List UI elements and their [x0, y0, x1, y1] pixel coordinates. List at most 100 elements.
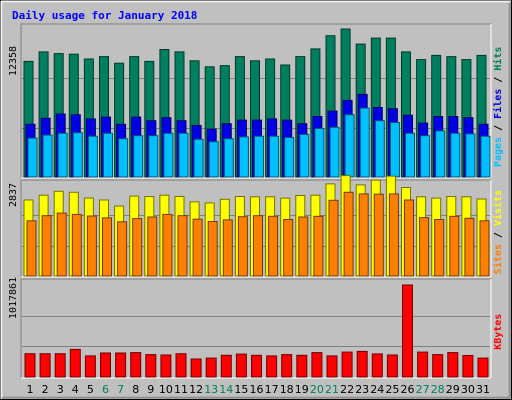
bar-kbytes-day-6: [100, 352, 111, 378]
bar-kbytes-day-31: [477, 357, 489, 378]
bar-sites-day-31: [479, 220, 490, 277]
bar-sites-day-5: [86, 215, 97, 277]
bar-sites-day-18: [283, 219, 294, 277]
bar-kbytes-day-30: [462, 355, 474, 378]
bar-sites-day-14: [222, 219, 233, 277]
legend-item-hits: Hits: [492, 47, 504, 77]
bar-kbytes-day-12: [190, 358, 202, 378]
bar-pages-day-31: [480, 135, 491, 178]
bar-sites-day-23: [358, 193, 369, 277]
bar-kbytes-day-13: [205, 357, 217, 378]
bar-kbytes-day-25: [386, 354, 398, 378]
legend-top: Pages / Files / Hits: [492, 47, 504, 167]
bar-sites-day-11: [177, 215, 188, 277]
bar-kbytes-day-8: [130, 352, 142, 378]
legend-separator: /: [493, 232, 504, 244]
bar-sites-day-8: [132, 218, 143, 277]
bar-kbytes-day-24: [371, 353, 383, 378]
bar-pages-day-27: [420, 135, 431, 178]
bar-pages-day-7: [118, 138, 129, 178]
bar-pages-day-24: [374, 120, 385, 178]
x-label-day-21: 21: [325, 383, 339, 396]
legend-item-files: Files: [492, 89, 504, 125]
bar-kbytes-day-10: [160, 354, 172, 378]
bar-sites-day-2: [41, 215, 52, 277]
bar-pages-day-6: [103, 132, 113, 178]
bar-kbytes-day-28: [432, 354, 444, 378]
legend-item-pages: Pages: [493, 137, 504, 167]
bar-pages-day-9: [148, 135, 159, 178]
bar-kbytes-day-14: [220, 354, 232, 378]
bar-pages-day-30: [465, 133, 476, 178]
bar-pages-day-21: [329, 126, 340, 178]
bar-sites-day-28: [434, 219, 445, 277]
x-label-day-5: 5: [87, 383, 94, 396]
chart-title: Daily usage for January 2018: [12, 9, 197, 22]
x-label-day-16: 16: [250, 383, 264, 396]
legend-item-kbytes: KBytes: [493, 314, 504, 350]
y-max-label-top: 12358: [8, 46, 19, 76]
bar-kbytes-day-18: [281, 354, 293, 378]
bar-pages-day-2: [42, 134, 53, 178]
x-label-day-30: 30: [461, 383, 475, 396]
bar-sites-day-20: [313, 215, 324, 277]
bar-sites-day-4: [71, 213, 82, 277]
x-label-day-9: 9: [147, 383, 154, 396]
x-label-day-25: 25: [385, 383, 399, 396]
x-label-day-13: 13: [204, 383, 218, 396]
legend-middle: Sites / Visits: [492, 190, 504, 274]
bar-sites-day-16: [253, 215, 263, 277]
bar-sites-day-19: [298, 216, 309, 277]
bar-sites-day-17: [268, 215, 279, 277]
bar-pages-day-18: [284, 137, 295, 178]
bar-pages-day-8: [133, 135, 144, 178]
x-label-day-2: 2: [42, 383, 49, 396]
x-label-day-28: 28: [431, 383, 445, 396]
y-max-label-middle: 2837: [8, 183, 19, 207]
bar-kbytes-day-29: [447, 352, 459, 378]
x-axis-labels: 1 2 3 4 5 6 7 8 9 10 11 12 13 14 15 16 17 18 19 20 21 22 23 24 2…: [27, 383, 491, 396]
bar-sites-day-25: [388, 193, 399, 277]
y-max-label-bottom: 1017861: [8, 277, 19, 319]
bar-kbytes-day-19: [296, 354, 308, 378]
bar-kbytes-day-23: [356, 350, 368, 378]
x-label-day-8: 8: [132, 383, 139, 396]
x-label-day-24: 24: [370, 383, 384, 396]
x-label-day-12: 12: [189, 383, 203, 396]
bar-kbytes-day-21: [326, 355, 338, 378]
bar-pages-day-20: [314, 128, 325, 178]
legend-item-visits: Visits: [492, 190, 504, 232]
bar-sites-day-21: [328, 199, 339, 277]
bar-pages-day-26: [405, 132, 415, 178]
legends: Pages / Files / Hits Sites / Visits KBytes: [492, 47, 504, 350]
bar-kbytes-day-26: [402, 284, 413, 378]
x-label-day-11: 11: [174, 383, 188, 396]
bar-sites-day-27: [419, 217, 430, 277]
bar-pages-day-22: [344, 114, 355, 178]
x-label-day-19: 19: [295, 383, 309, 396]
bar-sites-day-3: [56, 212, 67, 277]
x-label-day-27: 27: [416, 383, 430, 396]
bar-kbytes-day-5: [84, 355, 96, 378]
bar-sites-day-24: [373, 193, 384, 277]
y-axis-labels: 12358 2837 1017861: [8, 46, 19, 319]
bar-kbytes-day-20: [311, 352, 323, 378]
bar-sites-day-12: [192, 218, 203, 277]
bar-pages-day-16: [254, 135, 264, 178]
bar-sites-day-29: [449, 215, 460, 277]
bar-pages-day-11: [178, 132, 189, 178]
bar-sites-day-15: [237, 216, 248, 277]
bar-pages-day-15: [238, 136, 249, 178]
legend-separator: /: [493, 77, 504, 89]
bar-sites-day-10: [162, 213, 173, 277]
bar-kbytes-day-1: [24, 353, 36, 378]
bar-kbytes-day-15: [235, 353, 247, 378]
bar-sites-day-22: [343, 191, 354, 277]
x-label-day-31: 31: [476, 383, 490, 396]
bar-kbytes-day-27: [417, 351, 429, 378]
bar-pages-day-19: [299, 134, 310, 178]
x-label-day-15: 15: [234, 383, 248, 396]
bar-sites-day-13: [207, 221, 218, 277]
bar-pages-day-28: [435, 130, 446, 178]
